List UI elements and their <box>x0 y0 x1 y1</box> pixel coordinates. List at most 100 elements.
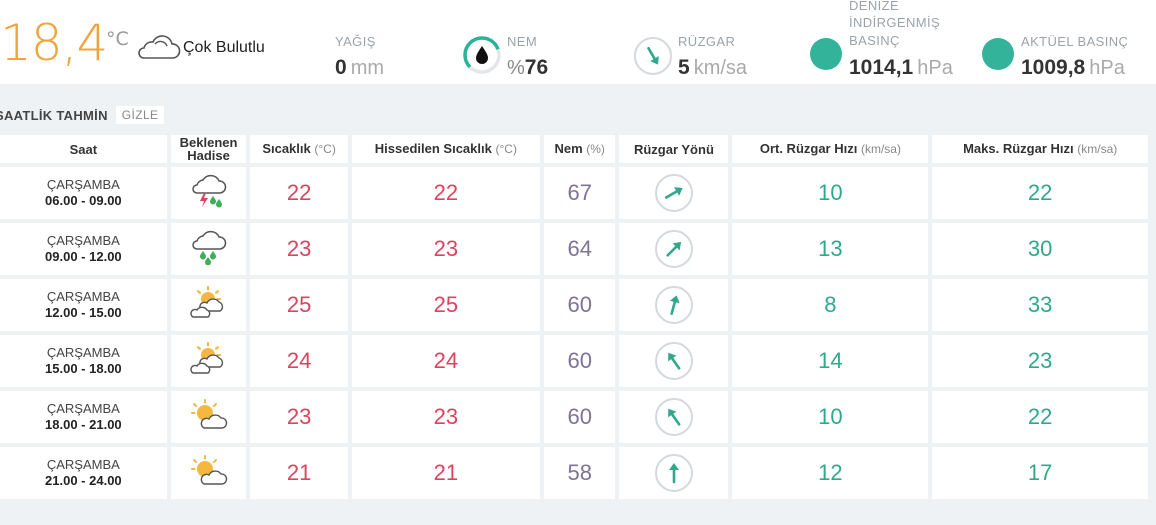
time-cell: ÇARŞAMBA 21.00 - 24.00 <box>0 447 167 499</box>
event-cell <box>170 335 247 387</box>
humidity-cell: 58 <box>544 447 616 499</box>
hourly-forecast-table: Saat Beklenen Hadise Sıcaklık (°C) Hisse… <box>0 131 1152 503</box>
max-wind-cell: 17 <box>932 447 1148 499</box>
humidity-cell: 64 <box>544 223 616 275</box>
sea-level-pressure-metric: DENİZE İNDİRGENMİŞ BASINÇ 1014,1 hPa <box>808 0 978 84</box>
col-header-max-wind: Maks. Rüzgar Hızı (km/sa) <box>932 135 1148 163</box>
wind-arrow-icon <box>654 342 693 380</box>
precipitation-metric: YAĞIŞ 0 mm <box>335 0 435 84</box>
event-cell <box>170 167 247 219</box>
day-label: ÇARŞAMBA <box>46 345 120 360</box>
time-cell: ÇARŞAMBA 06.00 - 09.00 <box>0 167 167 219</box>
pressure-icon <box>982 38 1014 70</box>
hour-range: 21.00 - 24.00 <box>45 473 122 488</box>
wind-arrow-icon <box>654 398 693 436</box>
day-label: ÇARŞAMBA <box>46 401 120 416</box>
wind-direction-cell <box>619 447 729 499</box>
col-header-temperature: Sıcaklık (°C) <box>250 135 348 163</box>
avg-wind-cell: 13 <box>732 223 929 275</box>
sea-level-pressure-label-1: DENİZE <box>849 0 900 13</box>
col-header-humidity: Nem (%) <box>544 135 616 163</box>
day-label: ÇARŞAMBA <box>46 177 120 192</box>
temperature-unit: °C <box>106 28 129 50</box>
avg-wind-cell: 8 <box>732 279 929 331</box>
max-wind-cell: 22 <box>932 167 1148 219</box>
wind-direction-cell <box>619 167 729 219</box>
table-row: ÇARŞAMBA 12.00 - 15.00 25 25 60 8 33 <box>0 279 1148 331</box>
wind-metric: RÜZGAR 5 km/sa <box>634 0 774 84</box>
event-header-line-1: Beklenen <box>179 135 238 150</box>
time-cell: ÇARŞAMBA 18.00 - 21.00 <box>0 391 167 443</box>
wind-value: 5 km/sa <box>678 56 748 79</box>
sea-level-pressure-value: 1014,1 hPa <box>849 56 953 79</box>
event-cell <box>170 447 247 499</box>
event-header-line-2: Hadise <box>187 148 230 163</box>
humidity-gauge-icon <box>463 36 501 74</box>
table-row: ÇARŞAMBA 09.00 - 12.00 23 23 64 13 30 <box>0 223 1148 275</box>
humidity-cell: 60 <box>544 335 616 387</box>
actual-pressure-label: AKTÜEL BASINÇ <box>1021 34 1129 49</box>
actual-pressure-value: 1009,8 hPa <box>1021 56 1125 79</box>
partly-cloudy-icon <box>188 285 230 326</box>
feels-like-cell: 22 <box>351 167 540 219</box>
time-cell: ÇARŞAMBA 15.00 - 18.00 <box>0 335 167 387</box>
table-row: ÇARŞAMBA 06.00 - 09.00 22 22 67 10 22 <box>0 167 1148 219</box>
wind-arrow-icon <box>654 454 693 492</box>
col-header-avg-wind: Ort. Rüzgar Hızı (km/sa) <box>732 135 929 163</box>
humidity-metric: NEM %76 <box>460 0 580 84</box>
event-cell <box>170 279 247 331</box>
wind-direction-cell <box>619 391 729 443</box>
day-label: ÇARŞAMBA <box>46 233 120 248</box>
avg-wind-cell: 14 <box>732 335 929 387</box>
cloud-icon <box>138 35 181 59</box>
wind-arrow-icon <box>654 286 693 324</box>
hour-range: 06.00 - 09.00 <box>45 193 122 208</box>
col-header-feels-like: Hissedilen Sıcaklık (°C) <box>351 135 540 163</box>
feels-like-cell: 23 <box>351 391 540 443</box>
feels-like-cell: 23 <box>351 223 540 275</box>
temperature-cell: 21 <box>250 447 348 499</box>
hour-range: 18.00 - 21.00 <box>45 417 122 432</box>
event-cell <box>170 223 247 275</box>
event-cell <box>170 391 247 443</box>
max-wind-cell: 33 <box>932 279 1148 331</box>
wind-direction-cell <box>619 335 729 387</box>
wind-label: RÜZGAR <box>678 34 736 49</box>
precipitation-label: YAĞIŞ <box>335 34 376 49</box>
temperature-cell: 23 <box>250 391 348 443</box>
current-conditions: 18,4 °C Çok Bulutlu YAĞIŞ 0 mm NEM %76 <box>0 0 1156 84</box>
temperature-cell: 25 <box>250 279 348 331</box>
sun-cloud-icon <box>188 397 230 438</box>
avg-wind-cell: 10 <box>732 391 929 443</box>
sun-cloud-icon <box>188 453 230 494</box>
max-wind-cell: 22 <box>932 391 1148 443</box>
day-label: ÇARŞAMBA <box>46 457 120 472</box>
current-temperature: 18,4 <box>0 14 108 72</box>
col-header-time: Saat <box>0 135 167 163</box>
feels-like-cell: 21 <box>351 447 540 499</box>
humidity-label: NEM <box>507 34 538 49</box>
hide-toggle-button[interactable]: GİZLE <box>115 106 165 124</box>
wind-direction-icon <box>634 37 672 75</box>
wind-arrow-icon <box>654 174 693 212</box>
max-wind-cell: 30 <box>932 223 1148 275</box>
condition-text: Çok Bulutlu <box>183 39 265 56</box>
humidity-cell: 60 <box>544 279 616 331</box>
max-wind-cell: 23 <box>932 335 1148 387</box>
table-row: ÇARŞAMBA 15.00 - 18.00 24 24 60 14 23 <box>0 335 1148 387</box>
avg-wind-cell: 12 <box>732 447 929 499</box>
table-header-row: Saat Beklenen Hadise Sıcaklık (°C) Hisse… <box>0 135 1148 163</box>
temperature-cell: 23 <box>250 223 348 275</box>
hourly-forecast-header: SAATLİK TAHMİN GİZLE <box>0 105 165 125</box>
temperature-cell: 22 <box>250 167 348 219</box>
hour-range: 09.00 - 12.00 <box>45 249 122 264</box>
day-label: ÇARŞAMBA <box>46 289 120 304</box>
precipitation-value: 0 mm <box>335 56 385 79</box>
wind-arrow-icon <box>654 230 693 268</box>
hour-range: 15.00 - 18.00 <box>45 361 122 376</box>
avg-wind-cell: 10 <box>732 167 929 219</box>
section-title: SAATLİK TAHMİN <box>0 107 108 123</box>
time-cell: ÇARŞAMBA 09.00 - 12.00 <box>0 223 167 275</box>
table-row: ÇARŞAMBA 21.00 - 24.00 21 21 58 12 17 <box>0 447 1148 499</box>
humidity-cell: 67 <box>544 167 616 219</box>
